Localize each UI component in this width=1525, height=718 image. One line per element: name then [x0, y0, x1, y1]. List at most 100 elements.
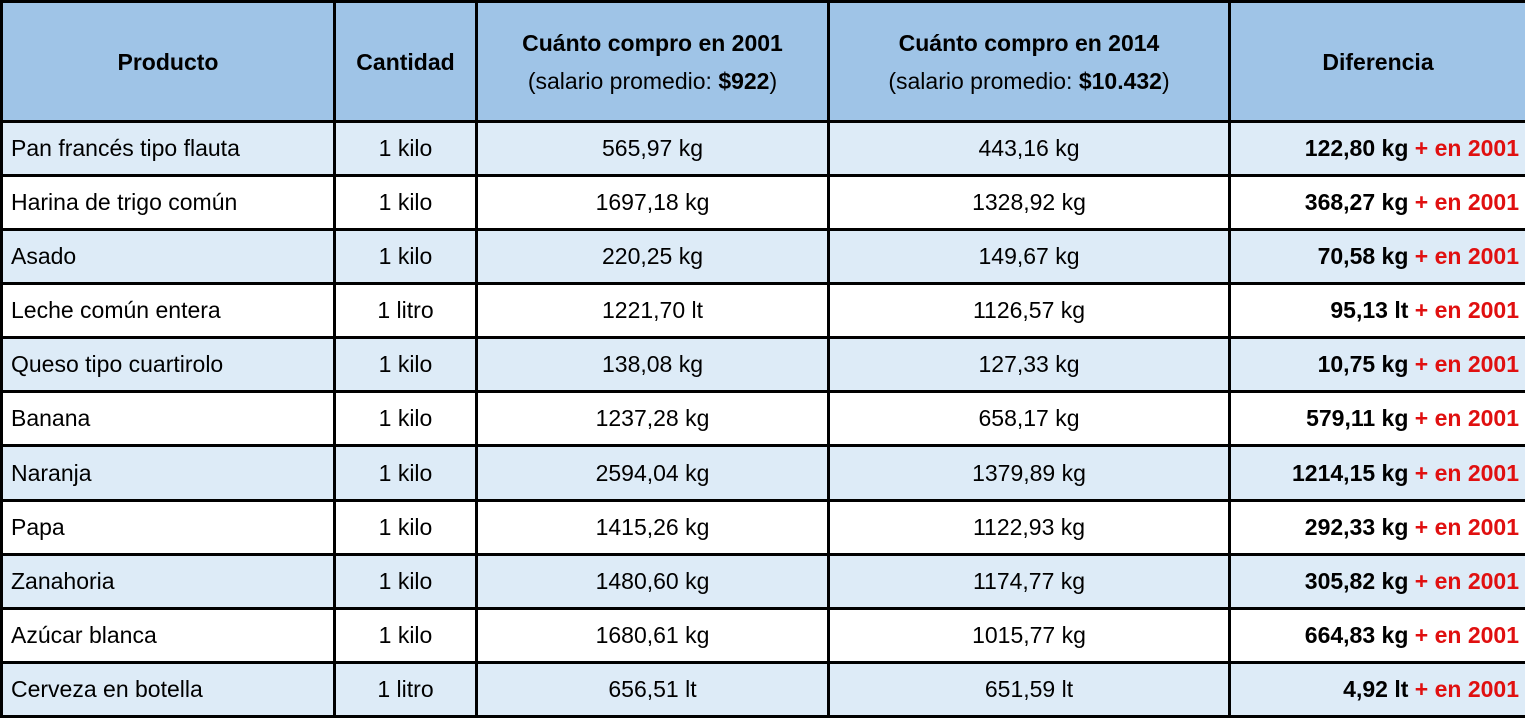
difference-note: + en 2001 — [1414, 243, 1519, 270]
table-row: Papa 1 kilo 1415,26 kg 1122,93 kg 292,33 kg … — [0, 498, 1525, 556]
difference-note: + en 2001 — [1414, 135, 1519, 162]
note-suffix: ) — [769, 67, 778, 94]
product-cell: Naranja — [0, 444, 336, 502]
table-cell: 1 kilo — [333, 336, 478, 394]
table-cell: 138,08 kg — [475, 336, 830, 394]
table-cell: 1379,89 kg — [827, 444, 1231, 502]
difference-note: + en 2001 — [1414, 189, 1519, 216]
table-cell: 1 kilo — [333, 390, 478, 448]
table-cell: 1697,18 kg — [475, 174, 830, 232]
table-cell: 656,51 lt — [475, 660, 830, 718]
table-cell: 127,33 kg — [827, 336, 1231, 394]
note-suffix: ) — [1161, 67, 1170, 94]
difference-cell: 122,80 kg + en 2001 — [1228, 119, 1525, 178]
table-cell: 1 kilo — [333, 119, 478, 178]
table-cell: 658,17 kg — [827, 390, 1231, 448]
difference-amount: 579,11 kg — [1306, 405, 1409, 432]
product-cell: Harina de trigo común — [0, 174, 336, 232]
difference-note: + en 2001 — [1414, 675, 1519, 702]
header-title: Cantidad — [356, 48, 455, 75]
table-row: Naranja 1 kilo 2594,04 kg 1379,89 kg 1214,15… — [0, 444, 1525, 502]
table-cell: 443,16 kg — [827, 119, 1231, 178]
product-cell: Queso tipo cuartirolo — [0, 336, 336, 394]
note-value: $922 — [718, 67, 770, 94]
difference-cell: 579,11 kg + en 2001 — [1228, 390, 1525, 448]
difference-cell: 664,83 kg + en 2001 — [1228, 606, 1525, 664]
table-cell: 1328,92 kg — [827, 174, 1231, 232]
difference-amount: 122,80 kg — [1304, 135, 1409, 162]
difference-amount: 664,83 kg — [1304, 621, 1409, 648]
table-cell: 1 kilo — [333, 228, 478, 286]
difference-cell: 305,82 kg + en 2001 — [1228, 552, 1525, 610]
table-row: Banana 1 kilo 1237,28 kg 658,17 kg 579,11 kg… — [0, 390, 1525, 448]
table-cell: 1 litro — [333, 282, 478, 340]
table-row: Azúcar blanca 1 kilo 1680,61 kg 1015,77 kg 6… — [0, 606, 1525, 664]
table-cell: 2594,04 kg — [475, 444, 830, 502]
table-cell: 149,67 kg — [827, 228, 1231, 286]
difference-note: + en 2001 — [1414, 351, 1519, 378]
difference-amount: 368,27 kg — [1304, 189, 1409, 216]
difference-cell: 70,58 kg + en 2001 — [1228, 228, 1525, 286]
table-row: Zanahoria 1 kilo 1480,60 kg 1174,77 kg 305,8… — [0, 552, 1525, 610]
product-cell: Asado — [0, 228, 336, 286]
table-cell: 1680,61 kg — [475, 606, 830, 664]
table-row: Cerveza en botella 1 litro 656,51 lt 651,59… — [0, 660, 1525, 718]
table-cell: 1126,57 kg — [827, 282, 1231, 340]
difference-amount: 1214,15 kg — [1292, 459, 1409, 486]
table-row: Pan francés tipo flauta 1 kilo 565,97 kg 44… — [0, 119, 1525, 178]
difference-note: + en 2001 — [1414, 621, 1519, 648]
table-cell: 1221,70 lt — [475, 282, 830, 340]
header-note: (salario promedio: $922) — [528, 68, 777, 94]
note-prefix: (salario promedio: — [888, 67, 1079, 94]
difference-cell: 95,13 lt + en 2001 — [1228, 282, 1525, 340]
difference-cell: 1214,15 kg + en 2001 — [1228, 444, 1525, 502]
product-cell: Banana — [0, 390, 336, 448]
product-cell: Papa — [0, 498, 336, 556]
difference-note: + en 2001 — [1414, 513, 1519, 540]
note-value: $10.432 — [1078, 67, 1162, 94]
header-cell: Cuánto compro en 2014 (salario promedio: … — [827, 0, 1231, 123]
header-cell: Diferencia — [1228, 0, 1525, 123]
header-title: Producto — [117, 48, 219, 75]
table-row: Harina de trigo común 1 kilo 1697,18 kg 132… — [0, 174, 1525, 232]
header-cell: Producto — [0, 0, 336, 123]
difference-note: + en 2001 — [1414, 459, 1519, 486]
difference-amount: 292,33 kg — [1304, 513, 1409, 540]
difference-note: + en 2001 — [1414, 567, 1519, 594]
table-cell: 1174,77 kg — [827, 552, 1231, 610]
header-title: Cuánto compro en 2014 — [898, 29, 1160, 56]
table-cell: 1480,60 kg — [475, 552, 830, 610]
table-cell: 1 kilo — [333, 552, 478, 610]
product-cell: Leche común entera — [0, 282, 336, 340]
header-cell: Cantidad — [333, 0, 478, 123]
table-cell: 1 kilo — [333, 444, 478, 502]
table-header: Producto Cantidad Cuánto compro en 2001 (sa… — [0, 0, 1525, 123]
difference-amount: 305,82 kg — [1304, 567, 1409, 594]
table-row: Queso tipo cuartirolo 1 kilo 138,08 kg 127,… — [0, 336, 1525, 394]
table-cell: 1 kilo — [333, 498, 478, 556]
table-cell: 1237,28 kg — [475, 390, 830, 448]
difference-amount: 4,92 lt — [1343, 675, 1409, 702]
header-cell: Cuánto compro en 2001 (salario promedio: … — [475, 0, 830, 123]
header-note: (salario promedio: $10.432) — [888, 68, 1169, 94]
product-cell: Zanahoria — [0, 552, 336, 610]
difference-amount: 10,75 kg — [1317, 351, 1409, 378]
difference-amount: 95,13 lt — [1330, 297, 1409, 324]
difference-cell: 368,27 kg + en 2001 — [1228, 174, 1525, 232]
table-cell: 651,59 lt — [827, 660, 1231, 718]
product-cell: Pan francés tipo flauta — [0, 119, 336, 178]
product-cell: Cerveza en botella — [0, 660, 336, 718]
table-body: Pan francés tipo flauta 1 kilo 565,97 kg 44… — [0, 119, 1525, 718]
table-cell: 1 kilo — [333, 606, 478, 664]
table-row: Asado 1 kilo 220,25 kg 149,67 kg 70,58 kg + … — [0, 228, 1525, 286]
table-cell: 1415,26 kg — [475, 498, 830, 556]
table-cell: 220,25 kg — [475, 228, 830, 286]
header-row: Producto Cantidad Cuánto compro en 2001 (sa… — [0, 0, 1525, 123]
table-cell: 565,97 kg — [475, 119, 830, 178]
difference-cell: 292,33 kg + en 2001 — [1228, 498, 1525, 556]
header-title: Cuánto compro en 2001 — [522, 29, 783, 56]
difference-note: + en 2001 — [1414, 297, 1519, 324]
difference-note: + en 2001 — [1414, 405, 1519, 432]
